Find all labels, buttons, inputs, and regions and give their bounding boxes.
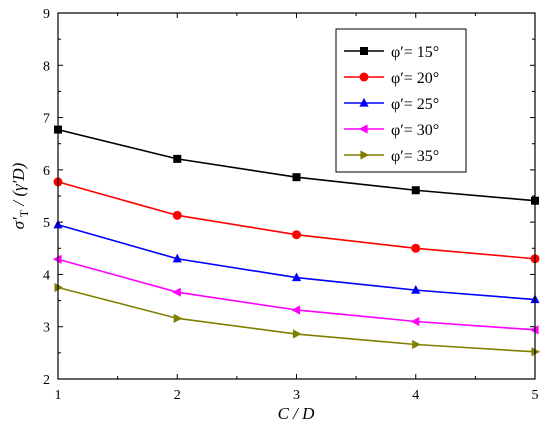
x-tick-label: 1 (55, 388, 62, 403)
data-point (173, 313, 183, 323)
y-axis-label-subscript: T (17, 209, 31, 217)
data-point (52, 254, 62, 264)
series-5 (54, 282, 541, 357)
legend-box (335, 28, 467, 173)
data-point (172, 287, 181, 297)
x-axis-label: C / D (278, 404, 316, 423)
x-tick-label: 4 (412, 388, 419, 403)
legend-label: φ′= 15° (391, 44, 439, 61)
data-point (411, 186, 420, 195)
y-tick-label: 9 (43, 7, 50, 22)
y-tick-label: 4 (43, 268, 50, 283)
data-point (292, 329, 302, 339)
y-axis-label-rest: / (γ′D) (9, 162, 28, 210)
legend-item: φ′= 15° (344, 44, 439, 61)
y-axis-label-sigma: σ′ (9, 217, 28, 229)
legend-label: φ′= 30° (391, 122, 439, 139)
legend-item: φ′= 30° (344, 122, 439, 139)
series-layer (52, 125, 541, 357)
data-point (172, 210, 182, 220)
legend-marker (359, 97, 369, 107)
x-tick-label: 2 (174, 388, 181, 403)
x-tick-label: 5 (532, 388, 539, 403)
series-2 (53, 177, 540, 264)
data-point (172, 253, 182, 263)
y-axis-label: σ′T / (γ′D) (9, 162, 31, 229)
y-tick-label: 7 (43, 112, 50, 127)
legend-label: φ′= 35° (391, 148, 439, 165)
y-tick-label: 8 (43, 59, 50, 74)
legend-label: φ′= 20° (391, 70, 439, 87)
data-point (292, 173, 301, 182)
legend-item: φ′= 20° (344, 70, 439, 87)
legend-label: φ′= 25° (391, 96, 439, 113)
y-tick-label: 2 (43, 373, 50, 388)
data-point (291, 305, 301, 315)
data-point (411, 243, 421, 253)
legend-item: φ′= 25° (344, 96, 439, 113)
x-tick-label: 3 (293, 388, 300, 403)
data-point (529, 325, 539, 335)
legend-item: φ′= 35° (344, 148, 439, 165)
data-point (291, 272, 302, 282)
y-tick-label: 3 (43, 321, 50, 336)
data-point (411, 285, 421, 294)
data-point (412, 339, 421, 350)
legend-marker (358, 124, 368, 134)
legend-marker (360, 47, 368, 55)
series-line (57, 286, 536, 353)
series-line (57, 181, 536, 260)
data-point (410, 316, 420, 327)
data-point (292, 230, 301, 240)
legend-marker (360, 150, 370, 160)
plot-frame (57, 12, 536, 380)
legend: φ′= 15° φ′= 20° φ′= 25° φ′= 30° φ′= 35° (335, 28, 467, 173)
y-tick-label: 6 (43, 164, 50, 179)
data-point (531, 347, 541, 357)
data-point (54, 282, 64, 293)
legend-marker (359, 72, 369, 82)
y-tick-label: 5 (43, 216, 50, 231)
data-point (173, 154, 182, 163)
series-4 (52, 254, 539, 335)
